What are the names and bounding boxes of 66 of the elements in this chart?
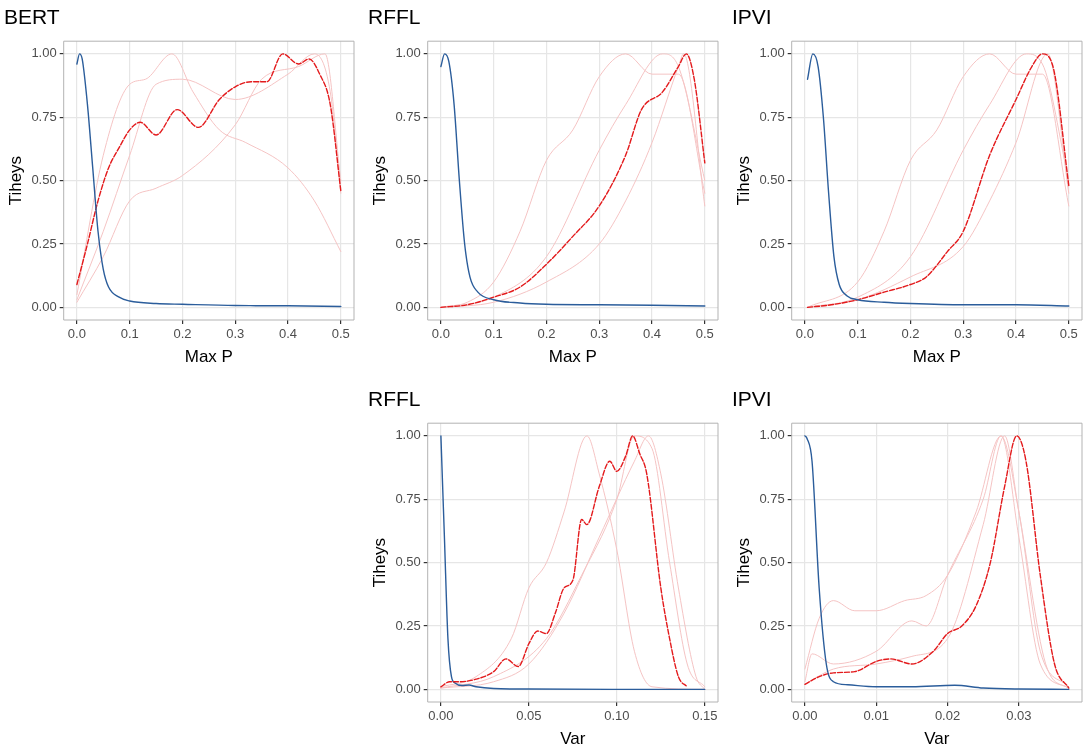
chart-title: IPVI: [732, 5, 772, 29]
x-tick-label: 0.4: [278, 326, 298, 342]
x-tick-label: 0.3: [954, 326, 973, 342]
y-tick-label: 0.25: [31, 235, 57, 251]
x-tick-label: 0.00: [428, 708, 454, 724]
y-tick-label: 0.50: [395, 172, 421, 188]
y-tick-label: 0.50: [31, 172, 57, 188]
y-tick-label: 1.00: [395, 427, 421, 443]
y-axis-title: Tiheys: [5, 155, 25, 206]
y-axis-title: Tiheys: [733, 155, 753, 206]
x-tick-label: 0.00: [792, 708, 818, 724]
y-tick-label: 0.00: [395, 298, 421, 314]
y-tick-label: 0.25: [395, 235, 421, 251]
x-tick-label: 0.0: [795, 326, 814, 342]
y-tick-label: 0.00: [759, 680, 785, 696]
x-tick-label: 0.02: [934, 708, 961, 724]
x-tick-label: 0.4: [642, 326, 662, 342]
chart-title: IPVI: [732, 387, 772, 411]
y-tick-label: 0.25: [759, 617, 785, 633]
x-tick-label: 0.0: [431, 326, 450, 342]
y-tick-label: 1.00: [759, 45, 785, 61]
x-axis-title: Max P: [184, 347, 233, 367]
y-tick-label: 0.50: [759, 172, 785, 188]
chart-title: RFFL: [368, 5, 421, 29]
y-tick-label: 1.00: [759, 427, 785, 443]
x-axis-title: Var: [924, 729, 950, 749]
x-tick-label: 0.05: [516, 708, 542, 724]
x-axis-title: Var: [560, 729, 586, 749]
y-tick-label: 0.50: [759, 554, 785, 570]
y-tick-label: 0.75: [759, 490, 785, 506]
x-tick-label: 0.03: [1006, 708, 1032, 724]
x-tick-label: 0.4: [1006, 326, 1026, 342]
y-tick-label: 0.75: [31, 108, 57, 124]
y-axis-title: Tiheys: [733, 537, 753, 588]
x-tick-label: 0.5: [1059, 326, 1078, 342]
y-tick-label: 0.00: [395, 680, 421, 696]
x-tick-label: 0.15: [692, 708, 718, 724]
y-tick-label: 0.75: [759, 108, 785, 124]
y-tick-label: 0.00: [759, 298, 785, 314]
x-axis-title: Max P: [912, 347, 961, 367]
y-tick-label: 0.75: [395, 490, 421, 506]
y-tick-label: 0.00: [31, 298, 57, 314]
x-tick-label: 0.2: [901, 326, 920, 342]
x-tick-label: 0.01: [863, 708, 889, 724]
x-tick-label: 0.1: [848, 326, 867, 342]
y-tick-label: 1.00: [31, 45, 57, 61]
x-tick-label: 0.5: [331, 326, 350, 342]
x-tick-label: 0.2: [537, 326, 556, 342]
chart-title: BERT: [4, 5, 60, 29]
chart-title: RFFL: [368, 387, 421, 411]
y-axis-title: Tiheys: [369, 537, 389, 588]
x-tick-label: 0.1: [484, 326, 503, 342]
y-tick-label: 0.25: [759, 235, 785, 251]
x-tick-label: 0.1: [120, 326, 139, 342]
y-tick-label: 0.50: [395, 554, 421, 570]
x-tick-label: 0.3: [226, 326, 245, 342]
x-tick-label: 0.2: [173, 326, 192, 342]
x-tick-label: 0.5: [695, 326, 714, 342]
x-tick-label: 0.10: [604, 708, 630, 724]
x-axis-title: Max P: [548, 347, 597, 367]
y-tick-label: 1.00: [395, 45, 421, 61]
x-tick-label: 0.3: [590, 326, 609, 342]
y-axis-title: Tiheys: [369, 155, 389, 206]
x-tick-label: 0.0: [67, 326, 86, 342]
y-tick-label: 0.25: [395, 617, 421, 633]
y-tick-label: 0.75: [395, 108, 421, 124]
